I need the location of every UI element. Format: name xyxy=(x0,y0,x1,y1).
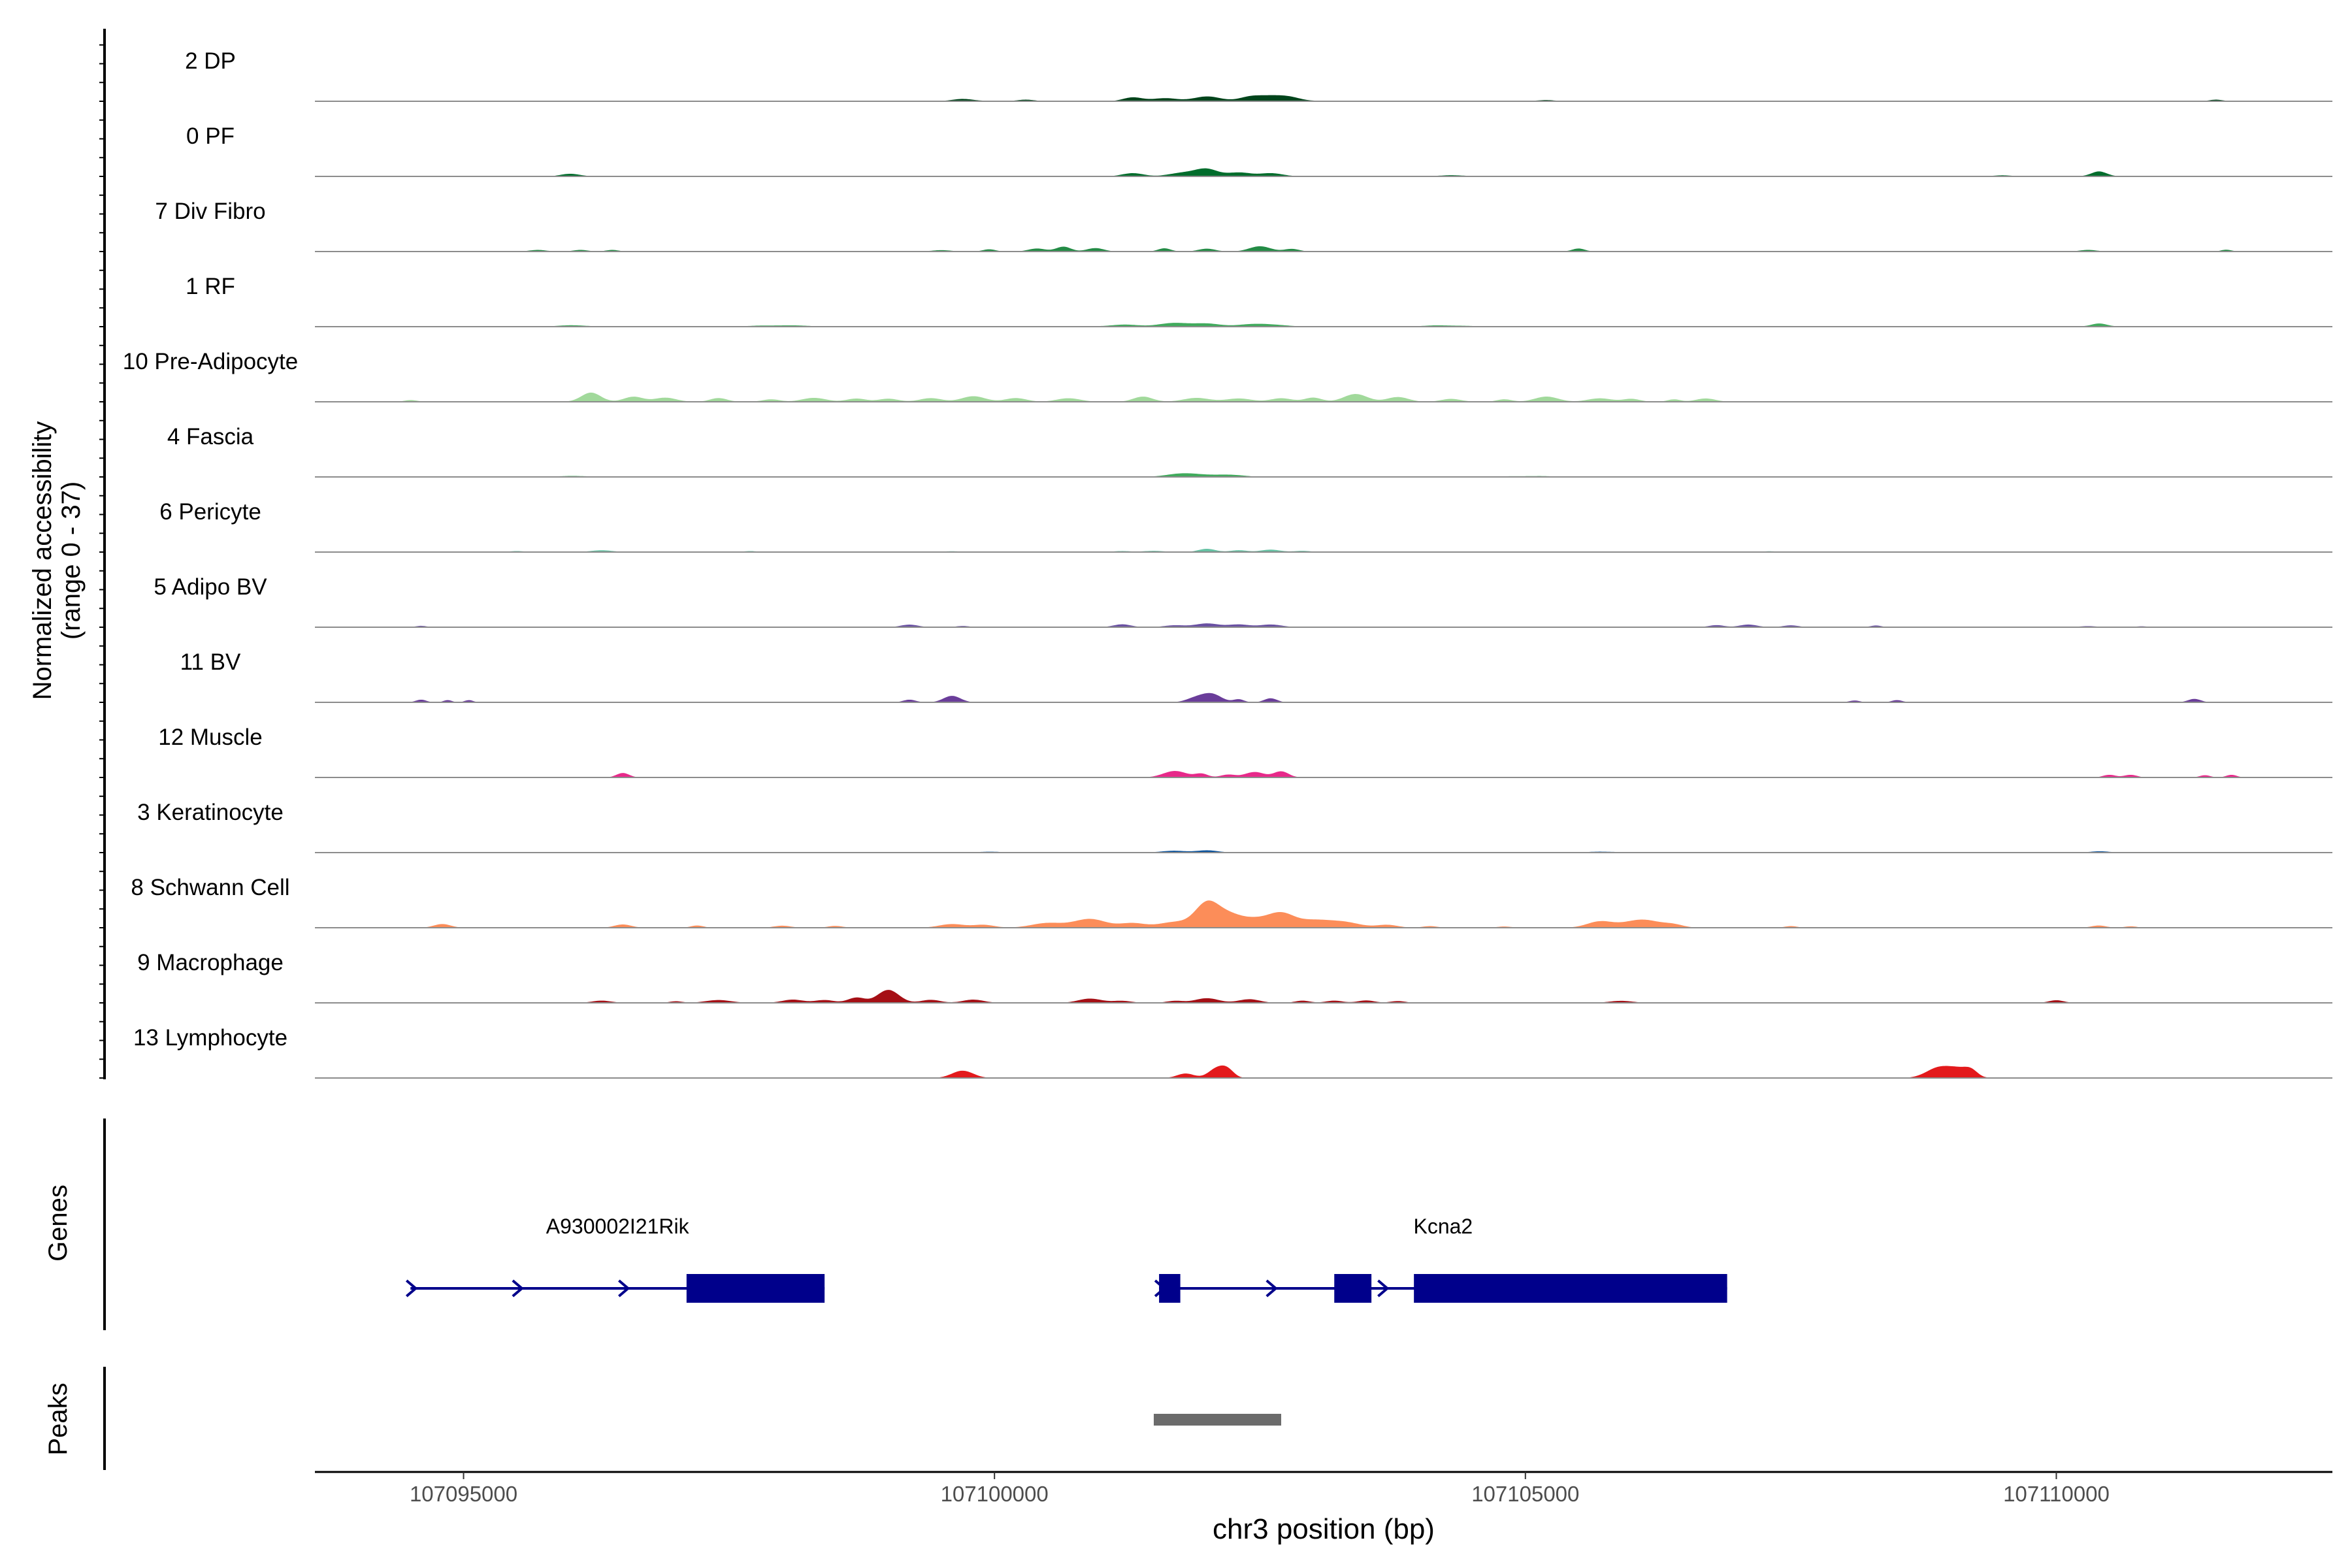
x-tick-label: 107100000 xyxy=(941,1482,1049,1506)
peak-region-bar xyxy=(1153,1414,1281,1426)
gene-a930002i21rik: A930002I21Rik xyxy=(405,1215,825,1303)
track-axis xyxy=(99,29,106,1079)
coverage-area xyxy=(315,1065,2332,1078)
gene-kcna2: Kcna2 xyxy=(1154,1215,1727,1303)
gene-label: Kcna2 xyxy=(1413,1215,1473,1238)
track-1-rf: 1 RF xyxy=(186,274,2332,327)
peak-regions xyxy=(1153,1414,1281,1426)
track-label: 11 BV xyxy=(180,649,241,675)
y-axis-label-line2: (range 0 - 37) xyxy=(57,482,86,640)
track-4-fascia: 4 Fascia xyxy=(167,424,2332,478)
strand-arrow-icon xyxy=(1266,1279,1278,1298)
y-axis-label-line1: Normalized accessibility xyxy=(28,421,57,700)
x-tick-label: 107105000 xyxy=(1471,1482,1579,1506)
gene-annotations: A930002I21Rik Kcna2 xyxy=(405,1215,1727,1303)
track-label: 7 Div Fibro xyxy=(155,199,265,224)
peaks-panel-label: Peaks xyxy=(44,1382,73,1455)
track-label: 12 Muscle xyxy=(158,725,263,750)
strand-arrow-icon xyxy=(405,1279,418,1298)
strand-arrow-icon xyxy=(1377,1279,1390,1298)
track-11-bv: 11 BV xyxy=(180,649,2332,703)
coverage-area xyxy=(315,168,2332,176)
track-label: 5 Adipo BV xyxy=(154,574,267,600)
track-10-pre-adipocyte: 10 Pre-Adipocyte xyxy=(123,349,2332,402)
strand-arrow-icon xyxy=(512,1279,524,1298)
track-label: 10 Pre-Adipocyte xyxy=(123,349,298,374)
track-label: 1 RF xyxy=(186,274,235,299)
track-label: 13 Lymphocyte xyxy=(133,1025,287,1051)
track-8-schwann-cell: 8 Schwann Cell xyxy=(131,875,2332,928)
x-tick-label: 107110000 xyxy=(2003,1482,2110,1506)
track-12-muscle: 12 Muscle xyxy=(158,725,2332,778)
x-tick-label: 107095000 xyxy=(410,1482,517,1506)
x-axis-label: chr3 position (bp) xyxy=(1213,1513,1435,1545)
coverage-area xyxy=(315,771,2332,777)
track-3-keratinocyte: 3 Keratinocyte xyxy=(137,800,2332,853)
gene-label: A930002I21Rik xyxy=(546,1215,690,1238)
track-5-adipo-bv: 5 Adipo BV xyxy=(154,574,2332,628)
coverage-area xyxy=(315,693,2332,702)
genes-panel-label: Genes xyxy=(44,1184,73,1262)
track-label: 6 Pericyte xyxy=(159,499,261,525)
coverage-area xyxy=(315,392,2332,402)
coverage-area xyxy=(315,246,2332,252)
coverage-area xyxy=(315,990,2332,1003)
track-label: 9 Macrophage xyxy=(137,950,284,975)
track-label: 8 Schwann Cell xyxy=(131,875,289,900)
track-label: 0 PF xyxy=(186,123,235,149)
track-2-dp: 2 DP xyxy=(185,48,2332,102)
coverage-area xyxy=(315,95,2332,101)
coverage-area xyxy=(315,900,2332,928)
track-9-macrophage: 9 Macrophage xyxy=(137,950,2332,1004)
gene-exon xyxy=(686,1274,825,1303)
track-13-lymphocyte: 13 Lymphocyte xyxy=(133,1025,2332,1079)
x-axis-ticks: 107095000 107100000 107105000 107110000 xyxy=(410,1472,2110,1506)
strand-arrow-icon xyxy=(618,1279,630,1298)
track-label: 4 Fascia xyxy=(167,424,254,449)
track-0-pf: 0 PF xyxy=(186,123,2332,177)
track-6-pericyte: 6 Pericyte xyxy=(159,499,2332,553)
track-label: 2 DP xyxy=(185,48,236,74)
gene-exon xyxy=(1334,1274,1372,1303)
gene-exon xyxy=(1159,1274,1181,1303)
gene-exon xyxy=(1414,1274,1727,1303)
accessibility-tracks: 2 DP 0 PF 7 Div Fibro 1 RF 10 Pre-Adipocyte 4… xyxy=(123,48,2332,1079)
strand-arrow-icon xyxy=(1154,1279,1167,1298)
track-7-div-fibro: 7 Div Fibro xyxy=(155,199,2332,252)
track-label: 3 Keratinocyte xyxy=(137,800,284,825)
